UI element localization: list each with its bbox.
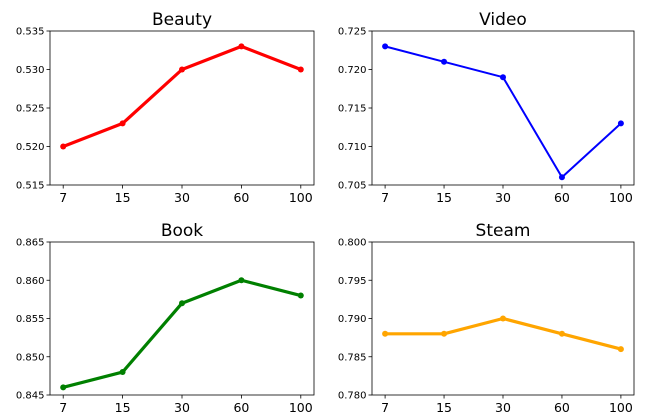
ytick-label: 0.845	[16, 391, 45, 402]
data-point	[238, 43, 245, 50]
xtick-label: 15	[115, 400, 131, 415]
ytick-label: 0.790	[338, 314, 367, 325]
axes-frame	[371, 241, 635, 396]
data-point	[179, 66, 185, 73]
data-point	[382, 330, 389, 337]
data-point	[500, 74, 506, 81]
xtick-label: 15	[436, 190, 452, 205]
xtick-label: 30	[174, 190, 190, 205]
data-point	[441, 58, 448, 65]
xtick-label: 30	[174, 400, 190, 415]
xtick-label: 60	[554, 190, 570, 205]
xtick-label: 100	[289, 190, 313, 205]
data-point	[500, 315, 506, 322]
panel-title-beauty: Beauty	[152, 10, 212, 30]
ytick-label: 0.525	[16, 104, 45, 115]
axes-frame	[49, 30, 315, 186]
xtick-label: 30	[495, 400, 511, 415]
panel-steam: Steam 0.780 0.785 0.790 0.795 0.800 7 15 30 60 100	[338, 221, 635, 415]
series-line-steam	[383, 316, 623, 351]
ytick-label: 0.855	[16, 314, 45, 325]
ytick-label: 0.850	[16, 352, 45, 363]
data-point	[60, 384, 67, 391]
xtick-label: 60	[233, 400, 249, 415]
data-point	[119, 369, 126, 376]
ytick-label: 0.795	[338, 276, 367, 287]
series-line-beauty	[61, 44, 303, 149]
ytick-label: 0.725	[338, 27, 367, 38]
ytick-label: 0.710	[338, 142, 367, 153]
ytick-label: 0.780	[338, 391, 367, 402]
data-point	[179, 300, 185, 307]
xtick-label: 7	[59, 400, 67, 415]
ytick-label: 0.515	[16, 181, 45, 192]
data-point	[297, 66, 304, 73]
xtick-label: 7	[59, 190, 67, 205]
panel-video: Video 0.705 0.710 0.715 0.720 0.725 7 15 30 60 100	[338, 10, 635, 205]
data-point	[382, 43, 389, 50]
panel-book: Book 0.845 0.850 0.855 0.860 0.865 7 15 30 60 100	[16, 221, 315, 415]
xtick-label: 7	[381, 190, 389, 205]
xtick-label: 100	[609, 400, 633, 415]
xtick-label: 60	[554, 400, 570, 415]
panel-title-steam: Steam	[476, 221, 531, 241]
xtick-label: 7	[381, 400, 389, 415]
ytick-label: 0.800	[338, 238, 367, 249]
ytick-label: 0.530	[16, 65, 45, 76]
xtick-label: 100	[609, 190, 633, 205]
data-point	[617, 346, 624, 353]
axes-frame	[49, 241, 315, 396]
xtick-label: 30	[495, 190, 511, 205]
ytick-label: 0.535	[16, 27, 45, 38]
data-point	[441, 330, 448, 337]
ytick-label: 0.705	[338, 181, 367, 192]
series-line-video	[384, 45, 622, 179]
xtick-label: 60	[233, 190, 249, 205]
ytick-label: 0.785	[338, 352, 367, 363]
xtick-label: 15	[115, 190, 131, 205]
data-point	[297, 292, 304, 299]
ytick-label: 0.520	[16, 142, 45, 153]
data-point	[60, 143, 67, 150]
series-line-book	[61, 278, 303, 389]
data-point	[558, 174, 565, 181]
data-point	[238, 277, 245, 284]
xtick-label: 100	[289, 400, 313, 415]
data-point	[119, 120, 126, 127]
panel-beauty: Beauty 0.515 0.520 0.525 0.530 0.535 7 15 30 60 10…	[16, 10, 315, 205]
xtick-label: 15	[436, 400, 452, 415]
panel-title-video: Video	[479, 10, 527, 30]
ytick-label: 0.865	[16, 238, 45, 249]
data-point	[558, 330, 565, 337]
ytick-label: 0.715	[338, 104, 367, 115]
axes-frame	[371, 30, 635, 186]
panel-title-book: Book	[161, 221, 203, 241]
ytick-label: 0.720	[338, 65, 367, 76]
data-point	[617, 120, 624, 127]
ytick-label: 0.860	[16, 276, 45, 287]
